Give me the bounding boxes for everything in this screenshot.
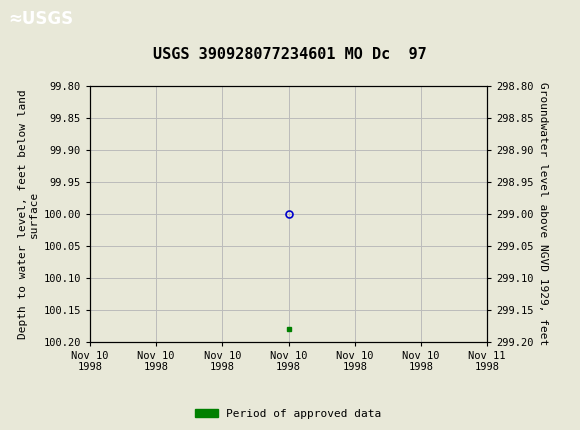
- Text: ≈USGS: ≈USGS: [9, 10, 74, 28]
- Legend: Period of approved data: Period of approved data: [191, 404, 386, 423]
- Y-axis label: Groundwater level above NGVD 1929, feet: Groundwater level above NGVD 1929, feet: [538, 82, 548, 346]
- Y-axis label: Depth to water level, feet below land
surface: Depth to water level, feet below land su…: [17, 89, 39, 339]
- Text: USGS 390928077234601 MO Dc  97: USGS 390928077234601 MO Dc 97: [153, 47, 427, 62]
